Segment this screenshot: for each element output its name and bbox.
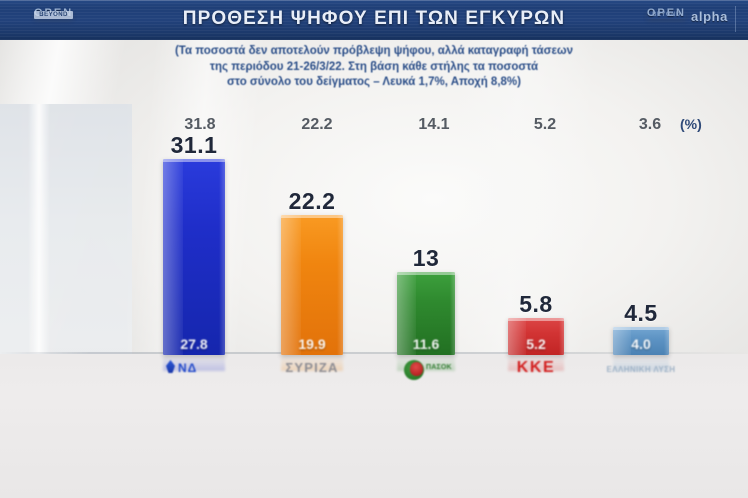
floor-horizon-line bbox=[0, 352, 748, 354]
bar-value-elliniki-lysi: 4.5 bbox=[624, 300, 658, 326]
subtitle-line-2: της περιόδου 21-26/3/22. Στη βάση κάθε σ… bbox=[209, 60, 539, 73]
party-label-text-kke: ΚΚΕ bbox=[516, 359, 556, 376]
header-bar: OPEN BEYOND ΠΡΟΘΕΣΗ ΨΗΦΟΥ ΕΠΙ ΤΩΝ ΕΓΚΥΡΩ… bbox=[0, 0, 748, 40]
previous-value-syriza: 22.2 bbox=[301, 116, 333, 133]
bar-sample-value-pasok: 11.6 bbox=[412, 336, 440, 352]
pasok-sun-rose-icon: ΠΑΣΟΚ bbox=[404, 359, 452, 381]
previous-value-nd: 31.8 bbox=[184, 116, 216, 133]
studio-floor bbox=[0, 354, 748, 498]
bar-gloss-nd bbox=[163, 159, 183, 355]
bar-edge-syriza bbox=[337, 215, 343, 355]
bar-cap-elliniki-lysi bbox=[613, 327, 669, 330]
bar-pasok: 11.6 bbox=[397, 272, 455, 355]
bar-elliniki-lysi: 4.0 bbox=[613, 327, 669, 355]
bar-group-pasok: 13 11.6 ΠΑΣΟΚ bbox=[397, 245, 455, 380]
previous-value-kke: 5.2 bbox=[533, 116, 557, 133]
open-logo-right-bar: BEYOND bbox=[647, 11, 686, 19]
bar-sample-value-syriza: 19.9 bbox=[298, 336, 326, 352]
open-logo-right-word: OPEN bbox=[646, 7, 686, 19]
previous-values-row: 31.8 22.2 14.1 5.2 3.6 (%) bbox=[0, 116, 748, 140]
party-label-elliniki-lysi: ΕΛΛΗΝΙΚΗ ΛΥΣΗ bbox=[587, 359, 695, 393]
bar-cap-nd bbox=[163, 159, 225, 162]
open-logo-left: OPEN BEYOND bbox=[34, 8, 74, 19]
bar-cap-pasok bbox=[397, 272, 455, 275]
bar-group-elliniki-lysi: 4.5 4.0 ΕΛΛΗΝΙΚΗ ΛΥΣΗ bbox=[607, 300, 676, 374]
party-label-nd: ΝΔ bbox=[137, 359, 251, 393]
open-logo-right: OPEN BEYOND bbox=[647, 8, 686, 19]
party-label-kke: ΚΚΕ bbox=[482, 359, 590, 393]
party-label-pasok: ΠΑΣΟΚ bbox=[371, 359, 481, 393]
previous-value-elliniki-lysi: 3.6 bbox=[638, 116, 662, 133]
bar-group-syriza: 22.2 19.9 ΣΥΡΙΖΑ bbox=[281, 188, 343, 375]
open-logo-left-bar: BEYOND bbox=[34, 11, 74, 19]
bar-value-nd: 31.1 bbox=[170, 132, 218, 158]
bar-sample-value-kke: 5.2 bbox=[526, 336, 546, 352]
bar-value-pasok: 13 bbox=[412, 245, 440, 271]
bar-gloss-syriza bbox=[281, 215, 301, 355]
bar-sample-value-elliniki-lysi: 4.0 bbox=[631, 336, 651, 352]
alpha-logo: alpha bbox=[691, 9, 728, 24]
party-label-syriza: ΣΥΡΙΖΑ bbox=[255, 359, 369, 393]
header-divider bbox=[735, 6, 736, 32]
party-label-text-elliniki-lysi: ΕΛΛΗΝΙΚΗ ΛΥΣΗ bbox=[606, 365, 676, 374]
subtitle-line-3: στο σύνολο του δείγματος – Λευκά 1,7%, Α… bbox=[227, 76, 521, 88]
subtitle-note: (Τα ποσοστά δεν αποτελούν πρόβλεψη ψήφου… bbox=[0, 44, 748, 102]
bar-cap-syriza bbox=[281, 215, 343, 218]
percent-unit-label: (%) bbox=[680, 116, 702, 132]
torch-icon bbox=[166, 360, 175, 373]
bar-group-kke: 5.8 5.2 ΚΚΕ bbox=[508, 291, 564, 376]
bar-cap-kke bbox=[508, 318, 564, 321]
party-label-text-syriza: ΣΥΡΙΖΑ bbox=[285, 360, 339, 375]
nd-logo-icon: ΝΔ bbox=[164, 359, 224, 375]
previous-value-pasok: 14.1 bbox=[418, 116, 450, 133]
bar-value-kke: 5.8 bbox=[519, 291, 553, 317]
page-title: ΠΡΟΘΕΣΗ ΨΗΦΟΥ ΕΠΙ ΤΩΝ ΕΓΚΥΡΩΝ bbox=[182, 8, 566, 29]
bar-value-syriza: 22.2 bbox=[288, 188, 336, 214]
bar-syriza: 19.9 bbox=[281, 215, 343, 355]
subtitle-line-1: (Τα ποσοστά δεν αποτελούν πρόβλεψη ψήφου… bbox=[174, 45, 574, 57]
bar-sample-value-nd: 27.8 bbox=[180, 336, 208, 352]
bar-group-nd: 31.1 27.8 ΝΔ bbox=[163, 132, 225, 375]
party-label-text-nd: ΝΔ bbox=[178, 361, 198, 375]
bar-edge-nd bbox=[219, 159, 225, 355]
party-label-text-pasok: ΠΑΣΟΚ bbox=[426, 364, 452, 371]
bar-nd: 27.8 bbox=[163, 159, 225, 355]
red-rose-icon bbox=[410, 362, 423, 376]
bar-kke: 5.2 bbox=[508, 318, 564, 355]
